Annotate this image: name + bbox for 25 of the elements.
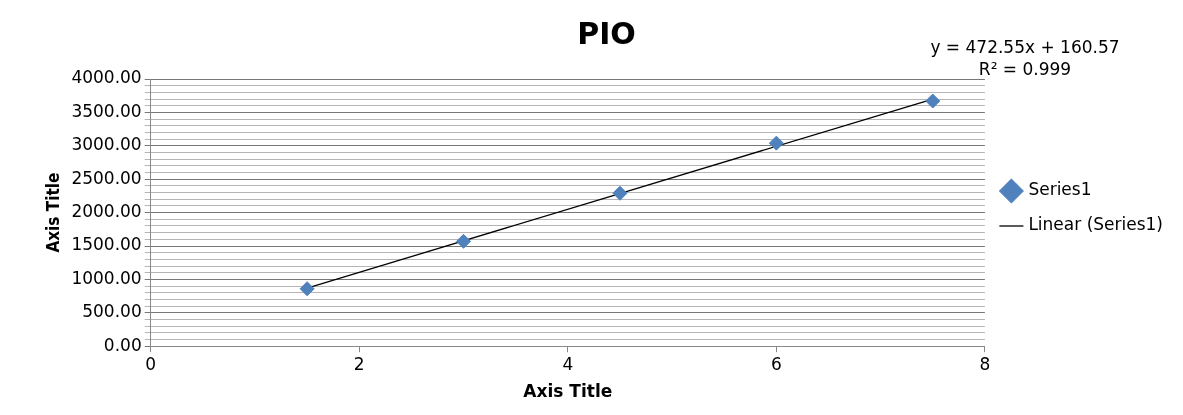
y-tick-label: 1000.00 [71,267,142,288]
y-tick-label: 500.00 [82,301,142,322]
legend-label: Linear (Series1) [1028,214,1164,235]
x-axis-title: Axis Title [523,381,613,402]
point [612,185,628,201]
x-tick-label: 4 [562,353,574,374]
point [456,233,472,249]
x-tick-label: 2 [353,353,365,374]
point [299,281,315,297]
y-tick-label: 3000.00 [71,134,142,155]
y-tick-label: 2000.00 [71,201,142,222]
legend-label: Series1 [1028,179,1092,200]
y-tick-label: 3500.00 [71,100,142,121]
y-tick-label: 2500.00 [71,167,142,188]
text: y = 472.55x + 160.57 R² = 0.999 [930,36,1120,79]
y-tick-label: 0.00 [103,334,142,355]
chart-title: PIO [577,15,636,51]
point [768,135,784,151]
x-tick-label: 6 [770,353,782,374]
y-tick-label: 4000.00 [71,67,142,88]
x-tick-label: 0 [145,353,157,374]
y-tick-label: 1500.00 [71,234,142,255]
y-axis-title: Axis Title [42,172,63,253]
point [925,93,941,109]
x-tick-label: 8 [979,353,991,374]
